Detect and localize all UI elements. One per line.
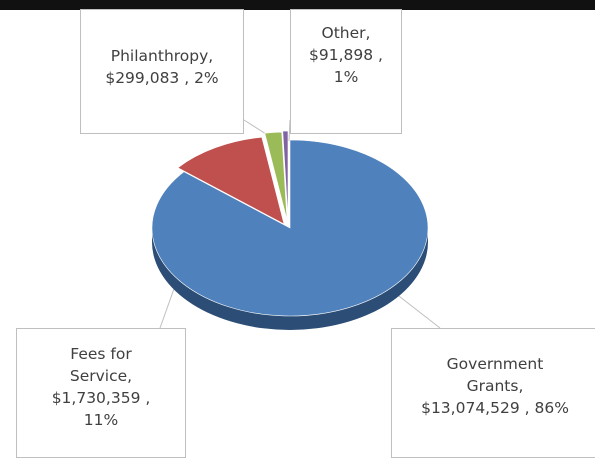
leader-line-other	[288, 119, 291, 142]
data-label-fees-for-service: Fees for Service, $1,730,359 , 11%	[16, 328, 186, 458]
top-border-bar	[0, 0, 595, 10]
pie-slice-fees-for-service	[177, 136, 285, 225]
label-line: $13,074,529 , 86%	[421, 399, 569, 417]
pie-slice-other	[282, 130, 289, 220]
pie-slices-layer	[151, 130, 429, 330]
data-label-government-grants: Government Grants, $13,074,529 , 86%	[391, 328, 595, 458]
label-line: Fees for	[70, 345, 132, 363]
label-line: Government	[446, 355, 544, 373]
pie-slice-government-grants	[151, 139, 429, 317]
label-line: 1%	[333, 68, 359, 86]
label-line: Service,	[69, 367, 133, 385]
label-line: Grants,	[466, 377, 524, 395]
data-label-other: Other, $91,898 , 1%	[290, 9, 402, 134]
label-line: Other,	[321, 24, 371, 42]
label-line: 11%	[83, 411, 119, 429]
label-line: $91,898 ,	[309, 46, 383, 64]
data-label-philanthropy: Philanthropy, $299,083 , 2%	[80, 9, 244, 134]
label-line: $1,730,359 ,	[51, 389, 151, 407]
label-line: $299,083 , 2%	[105, 69, 219, 87]
pie-slice-philanthropy	[264, 131, 288, 221]
label-line: Philanthropy,	[110, 47, 214, 65]
